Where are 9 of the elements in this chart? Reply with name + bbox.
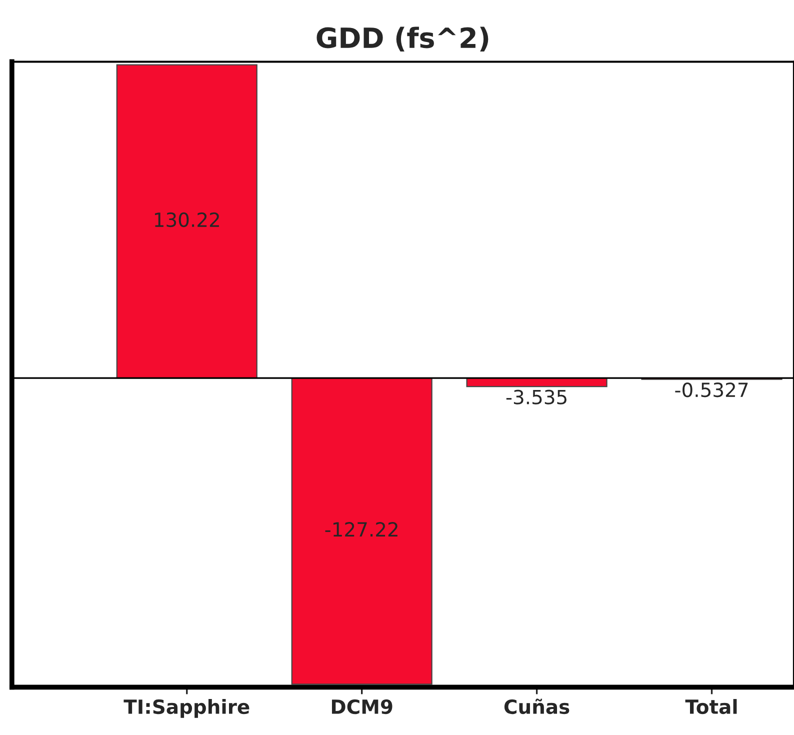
- data-label: -0.5327: [675, 382, 748, 398]
- data-label: -3.535: [506, 390, 566, 404]
- data-label: 130.22: [154, 212, 219, 228]
- x-tick-label: Cuñas: [504, 698, 570, 714]
- x-tick-label: DCM9: [332, 699, 392, 714]
- x-tick-label: TI:Sapphire: [124, 699, 250, 718]
- x-tick-label: Total: [685, 699, 737, 714]
- data-label: -127.22: [325, 522, 398, 536]
- chart-title: GDD (fs^2): [316, 26, 488, 52]
